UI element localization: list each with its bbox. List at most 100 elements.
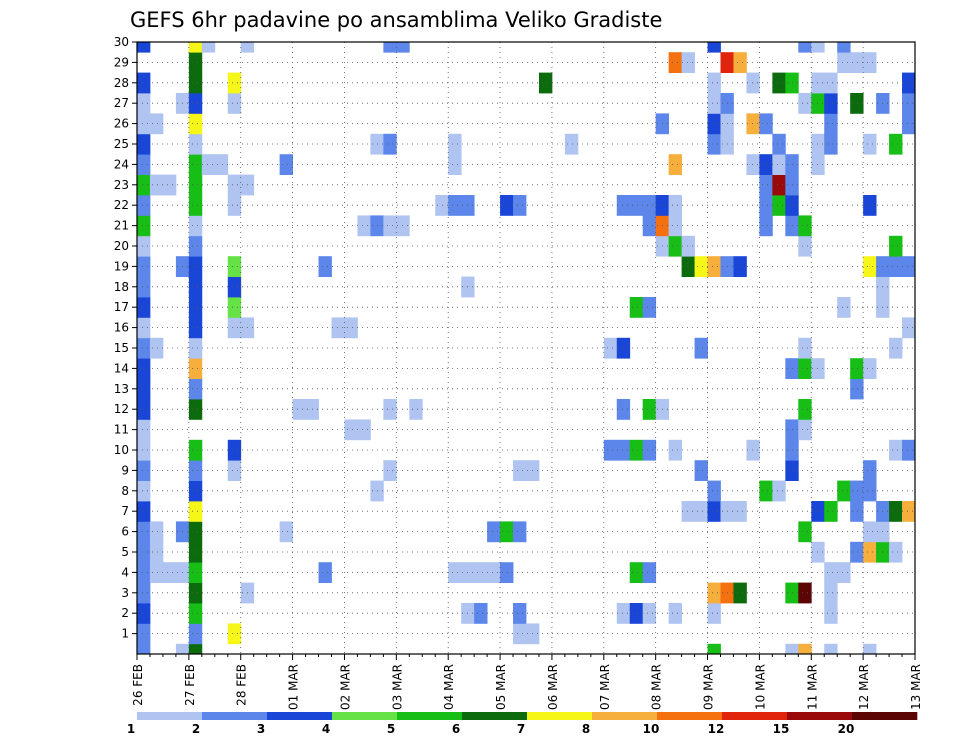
heatmap-cell	[435, 195, 449, 216]
colorbar-label: 12	[708, 722, 725, 736]
x-tick-label: 08 MAR	[650, 664, 664, 710]
colorbar-swatch	[202, 712, 268, 720]
heatmap-cell	[668, 52, 682, 73]
heatmap-cell	[227, 174, 242, 196]
heatmap-cell	[798, 643, 812, 655]
y-tick-label: 1	[121, 627, 129, 641]
heatmap-cell	[707, 603, 721, 624]
heatmap-cell	[188, 154, 203, 175]
heatmap-cell	[824, 72, 838, 94]
x-tick-label: 11 MAR	[805, 664, 819, 710]
heatmap-cell	[279, 154, 293, 175]
heatmap-cell	[798, 419, 812, 441]
heatmap-cell	[889, 501, 903, 522]
colorbar-label: 4	[322, 722, 330, 736]
heatmap-cell	[396, 42, 410, 53]
heatmap-cell	[188, 72, 203, 94]
heatmap-cell	[188, 460, 203, 481]
heatmap-cell	[902, 93, 916, 114]
y-tick-label: 20	[114, 239, 129, 253]
heatmap-cell	[798, 521, 812, 543]
heatmap-cell	[772, 133, 786, 155]
heatmap-cell	[227, 317, 242, 339]
heatmap-cell	[188, 541, 203, 563]
x-tick-label: 09 MAR	[702, 664, 716, 710]
heatmap-cell	[149, 174, 164, 196]
heatmap-cell	[889, 133, 903, 155]
y-tick-label: 14	[114, 361, 129, 375]
y-axis: 1234567891011121314151617181920212223242…	[114, 35, 137, 641]
heatmap-cell	[188, 501, 203, 522]
heatmap-cell	[824, 643, 838, 655]
y-tick-label: 2	[121, 606, 129, 620]
y-tick-label: 17	[114, 300, 129, 314]
chart-title: GEFS 6hr padavine po ansamblima Veliko G…	[130, 8, 662, 32]
heatmap-cell	[798, 399, 812, 420]
heatmap-cell	[759, 174, 773, 196]
y-tick-label: 4	[121, 565, 129, 579]
heatmap-cell	[850, 541, 864, 563]
heatmap-cell	[137, 562, 151, 583]
heatmap-cell	[513, 623, 527, 645]
y-tick-label: 5	[121, 545, 129, 559]
heatmap-cell	[811, 42, 825, 53]
heatmap-cell	[707, 72, 721, 94]
y-tick-label: 9	[121, 463, 129, 477]
heatmap-cell	[137, 603, 151, 624]
heatmap-cell	[668, 235, 682, 257]
heatmap-cell	[137, 42, 151, 53]
heatmap-cell	[863, 541, 877, 563]
heatmap-cell	[772, 195, 786, 216]
heatmap-cell	[137, 337, 151, 359]
heatmap-cell	[759, 195, 773, 216]
heatmap-cell	[188, 582, 203, 604]
heatmap-cell	[137, 297, 151, 318]
heatmap-cell	[772, 174, 786, 196]
heatmap-cell	[474, 603, 488, 624]
heatmap-cell	[448, 562, 462, 583]
heatmap-cell	[188, 297, 203, 318]
heatmap-cell	[396, 215, 410, 237]
heatmap-cell	[642, 297, 657, 318]
heatmap-cell	[188, 603, 203, 624]
colorbar-label: 6	[452, 722, 460, 736]
x-tick-label: 04 MAR	[442, 664, 456, 710]
heatmap-cell	[137, 460, 151, 481]
heatmap-cell	[500, 521, 514, 543]
heatmap-cell	[889, 256, 903, 277]
heatmap-cell	[759, 215, 773, 237]
heatmap-cell	[188, 113, 203, 135]
x-tick-label: 02 MAR	[339, 664, 353, 710]
colorbar: 1 2 3 4 5 6 7 8 10 12 15 20	[127, 712, 918, 736]
x-tick-label: 26 FEB	[131, 664, 145, 706]
heatmap-cell	[902, 501, 916, 522]
y-tick-label: 28	[114, 76, 129, 90]
heatmap-cell	[149, 113, 164, 135]
x-tick-label: 13 MAR	[909, 664, 923, 710]
heatmap-cell	[188, 378, 203, 400]
heatmap-cell	[137, 623, 151, 645]
heatmap-cell	[707, 582, 721, 604]
y-tick-label: 27	[114, 96, 129, 110]
heatmap-cell	[681, 501, 695, 522]
heatmap-cell	[889, 439, 903, 461]
heatmap-cell	[214, 154, 229, 175]
heatmap-cell	[137, 541, 151, 563]
heatmap-cell	[149, 337, 164, 359]
heatmap-cell	[707, 256, 721, 277]
heatmap-cell	[513, 195, 527, 216]
heatmap-cell	[746, 72, 760, 94]
heatmap-cell	[137, 521, 151, 543]
heatmap-cell	[188, 562, 203, 583]
heatmap-cell	[707, 133, 721, 155]
heatmap-cell	[668, 603, 682, 624]
y-tick-label: 19	[114, 259, 129, 273]
heatmap-cell	[863, 643, 877, 655]
colorbar-label: 2	[192, 722, 200, 736]
heatmap-cell	[798, 582, 812, 604]
heatmap-cell	[188, 643, 203, 655]
heatmap-cell	[357, 215, 371, 237]
heatmap-cell	[137, 378, 151, 400]
heatmap-cell	[188, 42, 203, 53]
